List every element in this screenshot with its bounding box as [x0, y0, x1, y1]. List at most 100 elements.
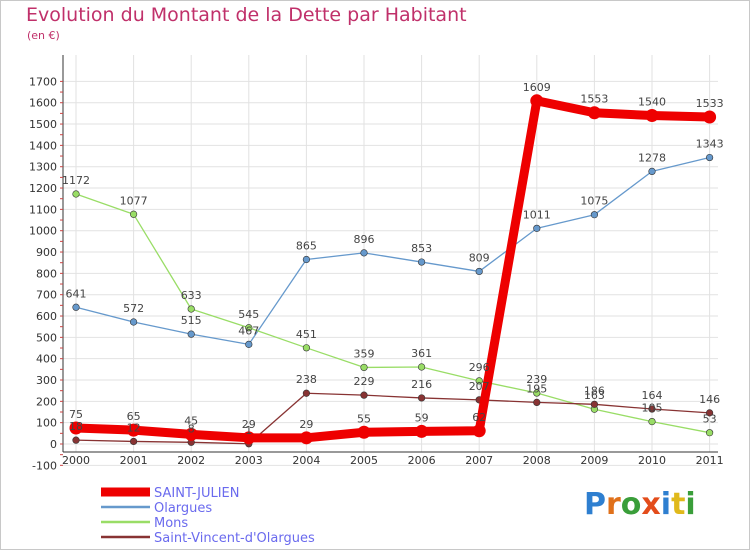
- data-label: 18: [69, 420, 83, 433]
- data-label: 1077: [120, 194, 148, 207]
- series-point-2: [475, 377, 483, 385]
- y-tick-label: 900: [36, 246, 57, 259]
- data-label: 239: [526, 373, 547, 386]
- series-point-1: [590, 211, 599, 219]
- y-tick-label: 0: [50, 438, 57, 451]
- series-point-0: [357, 425, 371, 439]
- data-label: 186: [584, 384, 605, 397]
- series-point-1: [187, 330, 195, 338]
- x-tick-label: 2011: [696, 454, 724, 467]
- x-tick-label: 2006: [408, 454, 436, 467]
- series-point-0: [472, 424, 486, 438]
- data-label: 865: [296, 239, 317, 252]
- data-label: 572: [123, 302, 144, 315]
- data-label: 1609: [523, 81, 551, 94]
- series-line-0: [71, 96, 715, 443]
- data-label: 163: [584, 389, 605, 402]
- series-point-2: [360, 363, 368, 372]
- y-tick-label: 600: [36, 310, 57, 323]
- legend-label: SAINT-JULIEN: [154, 486, 239, 501]
- x-tick-label: 2009: [580, 454, 608, 467]
- series-point-0: [587, 106, 601, 120]
- data-label: 515: [181, 314, 202, 327]
- y-tick-label: 1400: [29, 139, 57, 152]
- data-label: 12: [127, 421, 141, 434]
- data-label: 361: [411, 347, 432, 360]
- series-line-2: [75, 193, 711, 434]
- data-label: 8: [188, 422, 195, 435]
- x-tick-label: 2008: [523, 454, 551, 467]
- series-point-1: [418, 258, 426, 266]
- data-label: 65: [127, 410, 141, 423]
- data-label: 451: [296, 328, 317, 341]
- series-point-0: [242, 431, 256, 445]
- x-tick-label: 2002: [177, 454, 205, 467]
- x-tick-label: 2004: [292, 454, 320, 467]
- series-point-0: [415, 424, 429, 438]
- chart-unit: (en €): [27, 29, 60, 42]
- series-point-0: [530, 94, 544, 108]
- series-point-3: [590, 400, 599, 408]
- data-label: 164: [642, 389, 663, 402]
- data-label: 207: [469, 380, 490, 393]
- data-label: 359: [354, 347, 375, 360]
- data-label: 1011: [523, 208, 551, 221]
- logo-letter: r: [606, 487, 621, 522]
- logo-letter: P: [584, 487, 606, 522]
- data-label: 229: [354, 375, 375, 388]
- data-label: 29: [299, 418, 313, 431]
- series-point-2: [72, 190, 80, 198]
- series-line-3: [75, 392, 711, 445]
- x-tick-label: 2010: [638, 454, 666, 467]
- data-label: 29: [242, 418, 256, 431]
- data-label: 1172: [62, 174, 90, 187]
- series-point-2: [130, 210, 138, 218]
- series-point-0: [184, 427, 198, 441]
- data-label: 296: [469, 361, 490, 374]
- y-tick-label: 300: [36, 374, 57, 387]
- data-label: 238: [296, 373, 317, 386]
- data-label: 853: [411, 242, 432, 255]
- data-label: 45: [184, 414, 198, 427]
- x-tick-label: 2000: [62, 454, 90, 467]
- data-label: 1533: [696, 97, 724, 110]
- data-label: 62: [472, 411, 486, 424]
- series-point-2: [187, 305, 195, 313]
- x-tick-label: 2003: [235, 454, 263, 467]
- plot-area: [63, 55, 718, 462]
- chart-title: Evolution du Montant de la Dette par Hab…: [26, 4, 467, 26]
- legend-label: Mons: [154, 516, 188, 531]
- series-point-1: [130, 318, 138, 326]
- data-label: 633: [181, 289, 202, 302]
- y-tick-label: 1600: [29, 97, 57, 110]
- logo-letter: o: [620, 487, 642, 522]
- series-point-2: [418, 363, 426, 371]
- series-point-3: [302, 389, 311, 397]
- data-label: 467: [238, 324, 259, 337]
- series-point-3: [360, 391, 368, 399]
- data-label: 55: [357, 412, 371, 425]
- y-tick-label: 1200: [29, 182, 57, 195]
- series-point-2: [533, 389, 541, 397]
- series-point-0: [299, 431, 313, 445]
- series-point-1: [72, 303, 80, 311]
- series-point-1: [705, 153, 714, 162]
- series-point-3: [72, 436, 80, 444]
- series-point-3: [418, 394, 426, 402]
- data-label: 195: [526, 382, 547, 395]
- data-label: 105: [642, 402, 663, 415]
- series-point-0: [703, 110, 717, 124]
- series-point-1: [245, 340, 253, 348]
- y-tick-label: -100: [32, 459, 57, 472]
- y-tick-label: 200: [36, 395, 57, 408]
- series-point-1: [648, 167, 656, 176]
- proxiti-logo: Proxiti: [584, 487, 696, 522]
- data-label: 1540: [638, 96, 666, 109]
- data-label: 59: [415, 411, 429, 424]
- y-tick-label: 800: [36, 267, 57, 280]
- data-label: 75: [69, 408, 83, 421]
- x-tick-label: 2005: [350, 454, 378, 467]
- logo-letter: i: [660, 487, 672, 522]
- data-label: 1: [245, 424, 252, 437]
